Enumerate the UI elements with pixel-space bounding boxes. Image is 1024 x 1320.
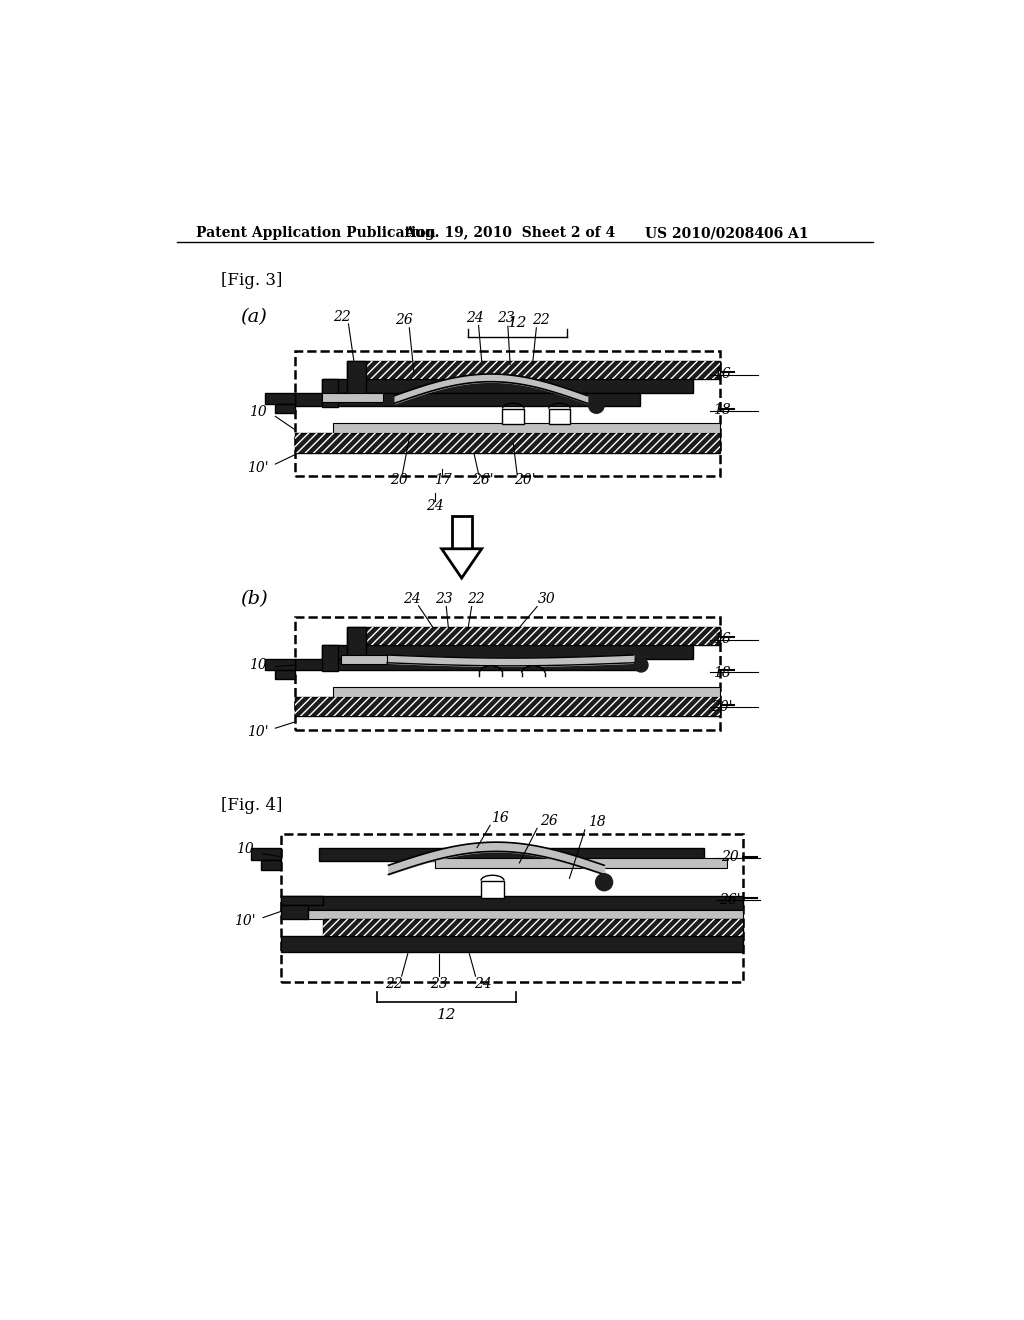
Text: 22: 22 [385, 977, 402, 991]
Text: 30: 30 [538, 591, 555, 606]
Text: 16: 16 [492, 812, 509, 825]
Bar [295, 616, 720, 730]
Bar [275, 404, 295, 413]
Text: 26: 26 [395, 313, 413, 327]
Bar [347, 627, 367, 660]
Text: [Fig. 4]: [Fig. 4] [221, 797, 283, 814]
Bar [323, 919, 742, 936]
Text: 24: 24 [426, 499, 443, 513]
Bar [452, 516, 472, 549]
Text: 26: 26 [540, 813, 557, 828]
Bar [295, 433, 720, 453]
Text: Patent Application Publication: Patent Application Publication [196, 226, 435, 240]
Bar [549, 409, 570, 424]
Text: 18: 18 [713, 665, 731, 680]
Bar [347, 360, 720, 379]
Bar [347, 627, 720, 645]
Text: 24: 24 [474, 977, 493, 991]
Text: 10: 10 [249, 659, 266, 672]
Bar [347, 360, 720, 379]
Bar [503, 409, 524, 424]
Bar [322, 393, 383, 403]
Text: 10: 10 [236, 842, 253, 857]
Bar [295, 393, 640, 405]
Text: 20: 20 [390, 474, 408, 487]
Bar [295, 697, 720, 715]
Text: [Fig. 3]: [Fig. 3] [221, 272, 283, 289]
Bar [435, 858, 727, 869]
Text: US 2010/0208406 A1: US 2010/0208406 A1 [645, 226, 809, 240]
Bar [281, 896, 742, 909]
Circle shape [596, 874, 612, 891]
Bar [333, 422, 720, 433]
Text: (a): (a) [240, 309, 267, 326]
Bar [295, 351, 720, 475]
Text: 22: 22 [334, 310, 351, 323]
Bar [319, 847, 705, 862]
Bar [265, 659, 295, 669]
Bar [322, 645, 693, 659]
Bar [322, 379, 693, 393]
Text: 20': 20' [514, 474, 536, 487]
Bar [304, 909, 742, 919]
Bar [481, 880, 504, 898]
Bar [322, 645, 339, 671]
Text: 12: 12 [436, 1008, 456, 1023]
Bar [261, 859, 281, 870]
Text: 16: 16 [713, 632, 731, 645]
Text: Aug. 19, 2010  Sheet 2 of 4: Aug. 19, 2010 Sheet 2 of 4 [403, 226, 615, 240]
Text: 20': 20' [711, 701, 733, 714]
Text: 22: 22 [532, 313, 550, 327]
Polygon shape [441, 549, 481, 578]
Bar [281, 936, 742, 952]
Bar [341, 655, 387, 664]
Text: 26': 26' [472, 474, 494, 487]
Text: 10': 10' [233, 913, 255, 928]
Bar [281, 906, 307, 919]
Text: 24: 24 [466, 310, 483, 325]
Text: (b): (b) [240, 590, 267, 607]
Text: 10': 10' [247, 461, 268, 475]
Bar [295, 659, 640, 669]
Text: 23: 23 [435, 591, 453, 606]
Bar [347, 627, 720, 645]
Text: 23: 23 [498, 310, 515, 325]
Text: 18: 18 [713, 403, 731, 417]
Text: 18: 18 [588, 816, 605, 829]
Text: 26': 26' [719, 892, 740, 907]
Bar [281, 834, 742, 982]
Text: 10: 10 [249, 405, 266, 420]
Circle shape [634, 659, 648, 672]
Bar [333, 686, 720, 697]
Text: 20: 20 [721, 850, 738, 863]
Circle shape [589, 397, 604, 413]
Bar [295, 697, 720, 715]
Text: 12: 12 [508, 317, 527, 330]
Text: 23: 23 [430, 977, 447, 991]
Bar [275, 669, 295, 678]
Text: 22: 22 [467, 591, 484, 606]
Bar [265, 393, 295, 404]
Bar [252, 847, 281, 859]
Text: 24: 24 [402, 591, 421, 606]
Bar [347, 360, 367, 395]
Bar [295, 433, 720, 453]
Bar [322, 379, 339, 407]
Text: 10': 10' [247, 725, 268, 739]
Text: 17: 17 [433, 474, 452, 487]
Bar [323, 919, 742, 936]
Bar [281, 896, 323, 906]
Text: 16: 16 [713, 367, 731, 381]
